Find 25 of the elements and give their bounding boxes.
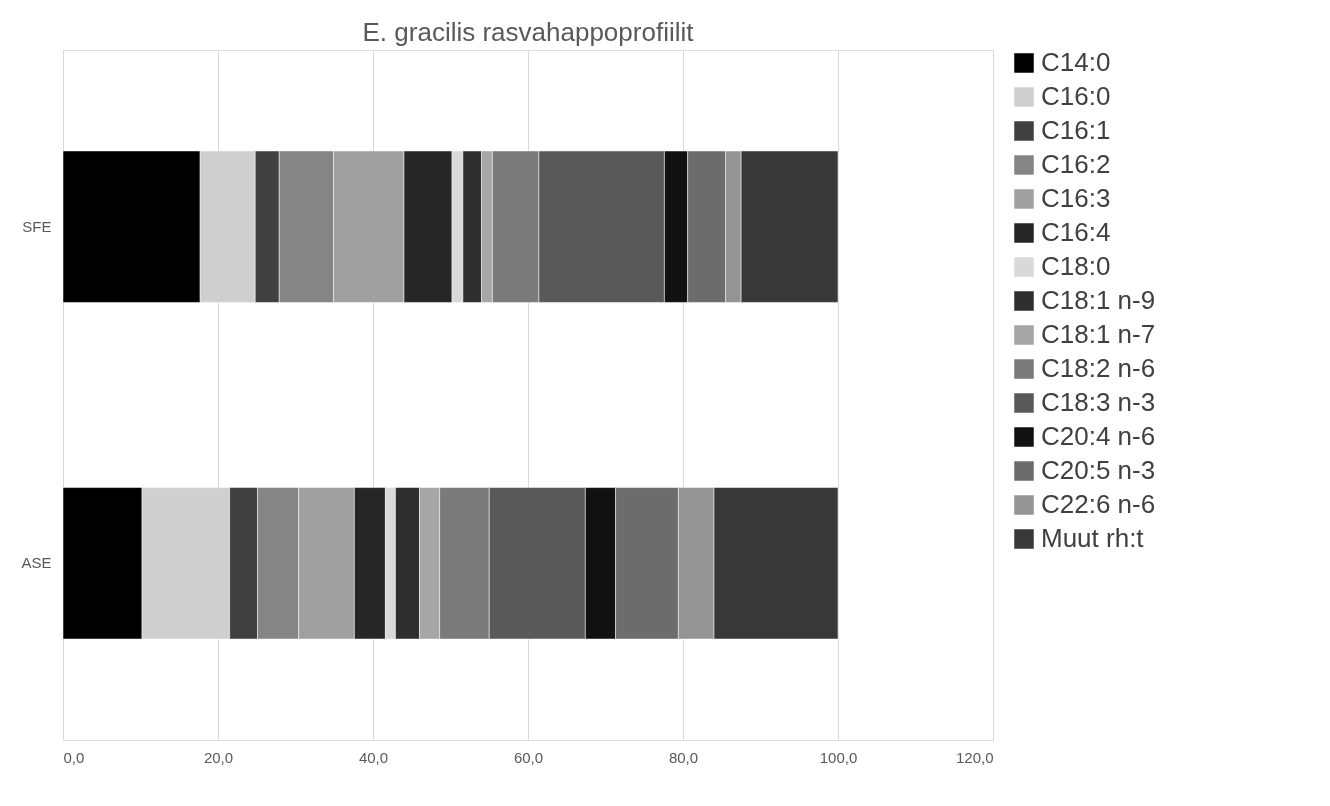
legend-label: C16:1: [1041, 115, 1111, 145]
legend-label: C22:6 n-6: [1041, 489, 1156, 519]
legend-label: C18:0: [1041, 251, 1111, 281]
y-tick-label: ASE: [21, 554, 52, 572]
x-tick-label: 40,0: [358, 748, 389, 766]
y-tick-label: SFE: [22, 217, 52, 235]
legend-label: C18:1 n-7: [1041, 319, 1156, 349]
x-tick-label: 80,0: [668, 748, 699, 766]
legend-label: C20:5 n-3: [1041, 455, 1156, 485]
legend-label: C18:3 n-3: [1041, 387, 1156, 417]
x-tick-label: 60,0: [513, 748, 544, 766]
x-tick-label: 0,0: [63, 748, 85, 766]
legend-label: C16:0: [1041, 81, 1111, 111]
legend-label: C16:3: [1041, 183, 1111, 213]
legend-label: Muut rh:t: [1041, 523, 1145, 553]
chart-title: E. gracilis rasvahappoprofiilit: [362, 17, 695, 47]
legend-label: C16:4: [1041, 217, 1111, 247]
x-tick-label: 20,0: [203, 748, 234, 766]
legend-label: C18:1 n-9: [1041, 285, 1156, 315]
x-tick-label: 120,0: [955, 748, 994, 766]
legend-label: C14:0: [1041, 47, 1111, 77]
legend-label: C20:4 n-6: [1041, 421, 1156, 451]
legend-label: C16:2: [1041, 149, 1111, 179]
legend-label: C18:2 n-6: [1041, 353, 1156, 383]
x-tick-label: 100,0: [819, 748, 858, 766]
